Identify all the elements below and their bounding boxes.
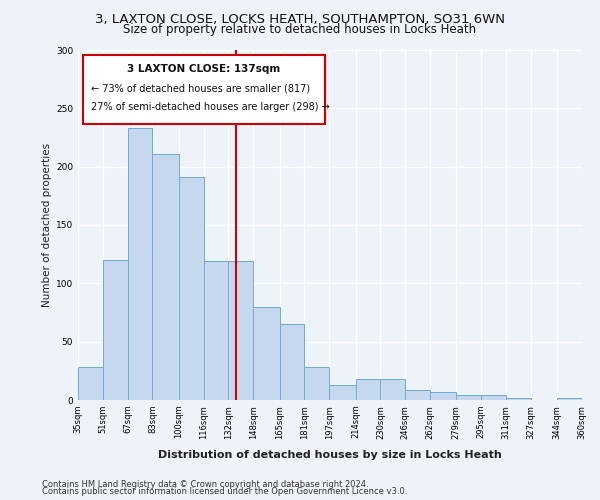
Bar <box>329 385 356 400</box>
Bar <box>557 398 582 400</box>
Bar <box>304 368 329 400</box>
Text: ← 73% of detached houses are smaller (817): ← 73% of detached houses are smaller (81… <box>91 83 310 93</box>
X-axis label: Distribution of detached houses by size in Locks Heath: Distribution of detached houses by size … <box>158 450 502 460</box>
Text: 3, LAXTON CLOSE, LOCKS HEATH, SOUTHAMPTON, SO31 6WN: 3, LAXTON CLOSE, LOCKS HEATH, SOUTHAMPTO… <box>95 12 505 26</box>
Bar <box>229 261 253 400</box>
Bar <box>253 306 280 400</box>
Bar <box>405 390 430 400</box>
Bar <box>203 261 229 400</box>
Text: Contains public sector information licensed under the Open Government Licence v3: Contains public sector information licen… <box>42 488 407 496</box>
Bar <box>128 128 152 400</box>
Text: Contains HM Land Registry data © Crown copyright and database right 2024.: Contains HM Land Registry data © Crown c… <box>42 480 368 489</box>
Bar <box>380 379 405 400</box>
Text: 3 LAXTON CLOSE: 137sqm: 3 LAXTON CLOSE: 137sqm <box>127 64 281 74</box>
Text: Size of property relative to detached houses in Locks Heath: Size of property relative to detached ho… <box>124 22 476 36</box>
Bar <box>430 392 457 400</box>
Y-axis label: Number of detached properties: Number of detached properties <box>42 143 52 307</box>
Bar <box>356 379 380 400</box>
FancyBboxPatch shape <box>83 55 325 124</box>
Bar <box>280 324 304 400</box>
Bar <box>506 398 531 400</box>
Bar <box>78 368 103 400</box>
Bar <box>481 396 506 400</box>
Bar <box>179 177 203 400</box>
Bar <box>457 396 481 400</box>
Bar <box>103 260 128 400</box>
Bar <box>152 154 179 400</box>
Text: 27% of semi-detached houses are larger (298) →: 27% of semi-detached houses are larger (… <box>91 102 329 113</box>
